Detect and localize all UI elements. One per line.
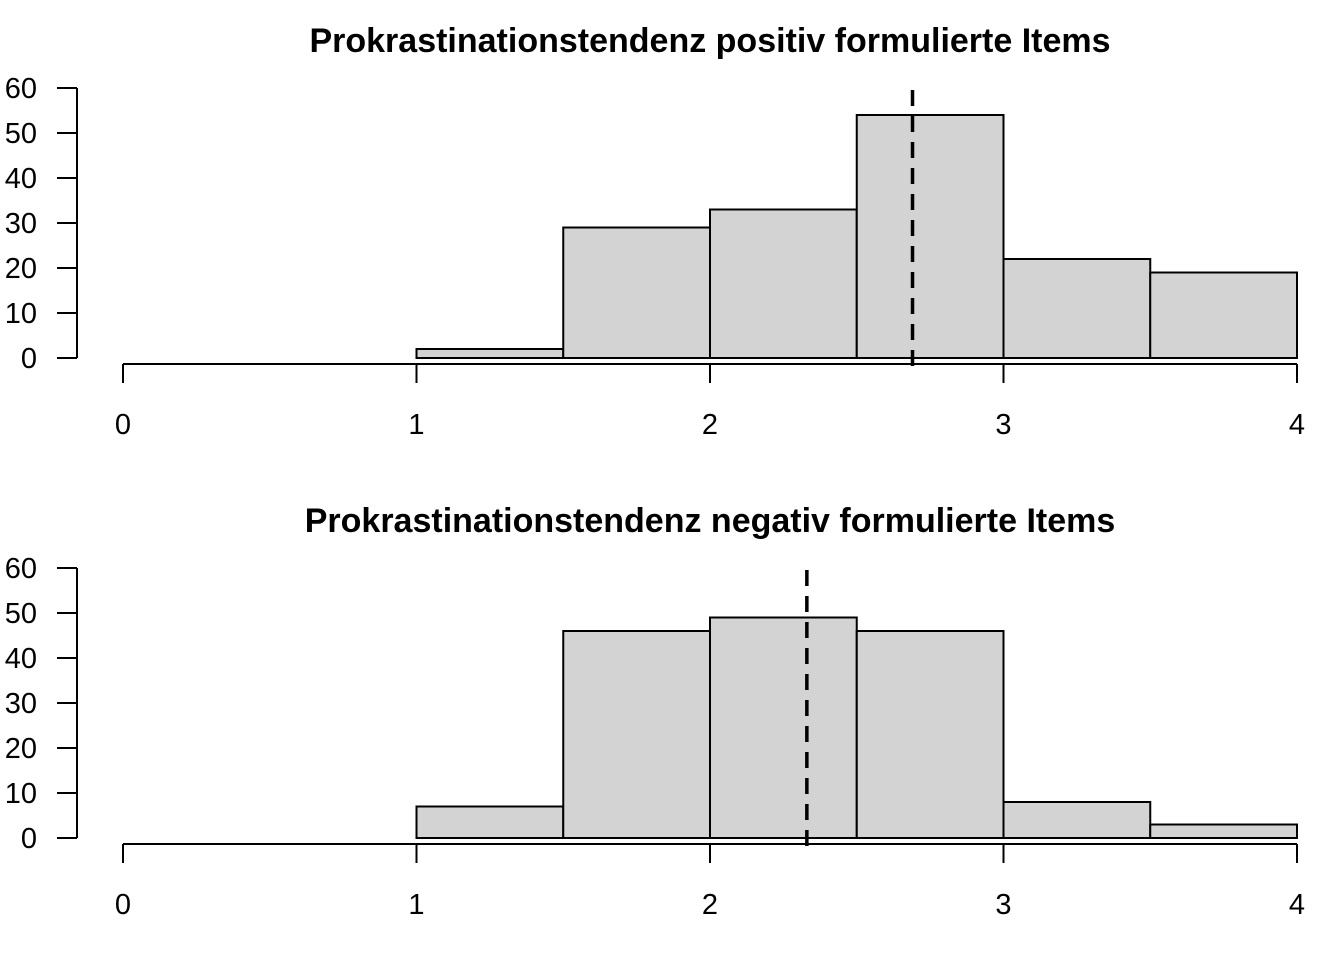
histogram-bar <box>562 226 711 359</box>
y-tick-label: 30 <box>5 208 37 240</box>
x-tick-label: 0 <box>115 889 131 921</box>
x-tick-label: 2 <box>702 409 718 441</box>
y-tick-label: 20 <box>5 733 37 765</box>
y-tick-label: 40 <box>5 643 37 675</box>
x-tick-label: 1 <box>408 409 424 441</box>
x-tick-label: 3 <box>995 409 1011 441</box>
x-tick-label: 2 <box>702 889 718 921</box>
histogram-bar <box>1002 258 1152 359</box>
histogram-bar <box>709 616 858 839</box>
histogram-bar <box>855 630 1005 839</box>
x-tick-label: 3 <box>995 889 1011 921</box>
histogram-bar <box>1149 271 1298 359</box>
y-tick-label: 0 <box>21 343 37 375</box>
histogram-bar <box>415 805 565 839</box>
y-tick-label: 60 <box>5 553 37 585</box>
y-tick-label: 20 <box>5 253 37 285</box>
y-tick-label: 50 <box>5 118 37 150</box>
chart-title: Prokrastinationstendenz positiv formulie… <box>309 22 1110 60</box>
x-tick-label: 0 <box>115 409 131 441</box>
histogram-bar <box>855 114 1005 359</box>
y-tick-label: 40 <box>5 163 37 195</box>
y-tick-label: 50 <box>5 598 37 630</box>
x-tick-label: 4 <box>1289 409 1305 441</box>
y-tick-label: 10 <box>5 298 37 330</box>
x-tick-label: 1 <box>408 889 424 921</box>
histogram-bar <box>415 348 565 359</box>
histogram-bar <box>1002 801 1152 839</box>
y-tick-label: 60 <box>5 73 37 105</box>
y-tick-label: 30 <box>5 688 37 720</box>
histogram-bar <box>562 630 711 839</box>
x-tick-label: 4 <box>1289 889 1305 921</box>
histogram-bar <box>1149 823 1298 839</box>
chart-title: Prokrastinationstendenz negativ formulie… <box>305 502 1116 540</box>
y-tick-label: 10 <box>5 778 37 810</box>
histogram-bar <box>709 208 858 359</box>
y-tick-label: 0 <box>21 823 37 855</box>
